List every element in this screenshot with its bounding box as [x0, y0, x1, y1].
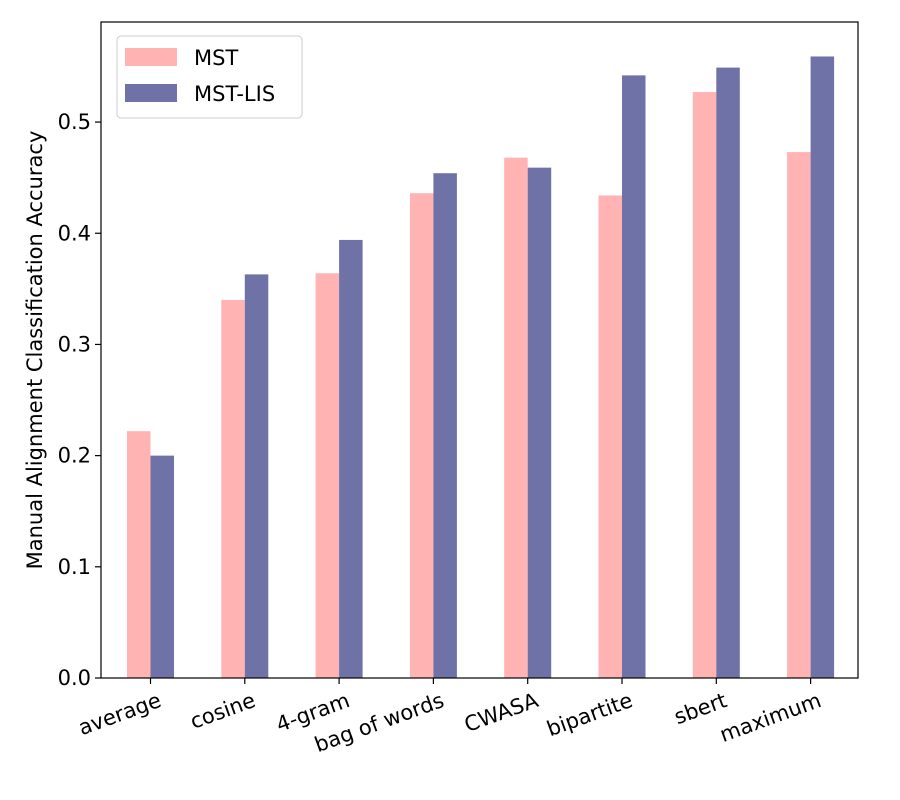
legend-swatch: [125, 48, 177, 66]
bar-mst-cosine: [221, 299, 245, 678]
bar-mst-lis-maximum: [810, 56, 835, 679]
bar-mst-lis-bag-of-words: [433, 173, 457, 678]
x-tick-label: maximum: [717, 688, 825, 747]
y-tick-label: 0.2: [58, 444, 91, 468]
bar-mst-lis-bipartite: [622, 75, 646, 679]
bar-mst-lis-4-gram: [339, 239, 363, 678]
bar-mst-lis-average: [150, 455, 174, 678]
legend-swatch: [125, 84, 177, 102]
bars-group: [127, 56, 835, 679]
bar-mst-lis-cosine: [244, 274, 269, 678]
x-tick-label: bipartite: [544, 688, 636, 741]
legend-label: MST: [194, 46, 238, 70]
y-axis: 0.0 0.1 0.2 0.3 0.4 0.5: [58, 110, 101, 690]
bar-mst-maximum: [787, 152, 811, 679]
bar-mst-bag-of-words: [409, 193, 434, 679]
bar-mst-bipartite: [598, 195, 622, 678]
plot-area-frame: [100, 21, 859, 679]
bar-mst-lis-cwasa: [527, 167, 552, 678]
y-tick-label: 0.5: [58, 110, 91, 134]
legend: MST MST-LIS: [116, 35, 303, 119]
y-tick-label: 0.0: [58, 666, 91, 690]
legend-label: MST-LIS: [194, 82, 275, 106]
x-tick-label: average: [75, 688, 164, 740]
x-tick-label: cosine: [187, 688, 259, 734]
bar-mst-cwasa: [504, 157, 528, 678]
bar-mst-lis-sbert: [716, 67, 740, 679]
bar-mst-sbert: [692, 92, 717, 679]
bar-mst-4-gram: [315, 273, 340, 678]
y-tick-label: 0.1: [58, 555, 91, 579]
y-tick-label: 0.4: [58, 221, 91, 245]
x-tick-label: CWASA: [461, 688, 542, 737]
bar-mst-average: [127, 431, 151, 678]
y-tick-label: 0.3: [58, 332, 91, 356]
y-axis-label: Manual Alignment Classification Accuracy: [23, 131, 47, 570]
